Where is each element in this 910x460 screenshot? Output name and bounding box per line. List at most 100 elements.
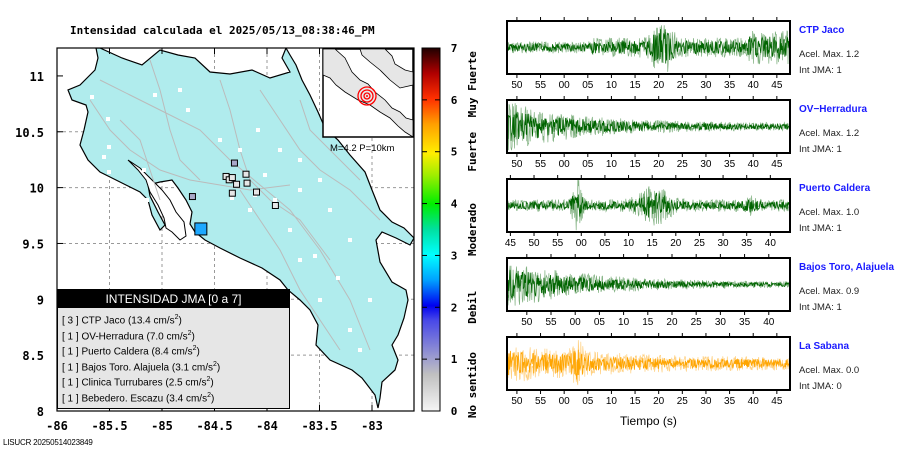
x-tick-label: -83 — [361, 419, 383, 433]
y-tick-label: 10 — [30, 182, 44, 196]
town-dot — [88, 68, 92, 72]
time-tick-label: 45 — [505, 238, 517, 249]
costa-rica-land — [67, 48, 414, 409]
station-max-accel: Acel. Max. 0.0 — [799, 365, 860, 376]
legend-row: [ 1 ] OV-Herradura (7.0 cm/s2) — [62, 329, 195, 342]
station-name[interactable]: CTP Jaco — [799, 25, 845, 36]
time-tick-label: 30 — [700, 80, 712, 91]
colorbar-tick-label: 5 — [451, 146, 458, 159]
y-tick-label: 8.5 — [22, 349, 44, 363]
town-dot — [263, 173, 267, 177]
waveform-panel: 50 55 00 05 10 15 20 25 30 35 40 45 — [506, 17, 791, 91]
station-marker[interactable] — [233, 180, 241, 188]
time-tick-label: 50 — [521, 317, 533, 328]
time-tick-label: 50 — [511, 80, 523, 91]
station-name[interactable]: Bajos Toro, Alajuela — [799, 262, 895, 273]
town-dot — [144, 243, 148, 247]
waveform-trace — [506, 192, 791, 218]
legend-accel: (3.1 cm/s — [171, 361, 214, 373]
town-dot — [256, 128, 260, 132]
waveform-frame — [506, 257, 791, 312]
time-tick-label: 15 — [647, 238, 659, 249]
town-dot — [218, 138, 222, 142]
town-dot — [148, 220, 152, 224]
station-marker[interactable] — [243, 179, 251, 187]
station-jma-intensity: Int JMA: 1 — [799, 144, 842, 155]
station-marker[interactable] — [253, 188, 260, 196]
time-tick-label: 35 — [724, 159, 736, 170]
time-tick-label: 20 — [670, 238, 682, 249]
time-tick-label: 05 — [599, 238, 611, 249]
station-marker[interactable] — [230, 159, 238, 167]
time-tick-label: 50 — [511, 159, 523, 170]
time-tick-label: 25 — [677, 396, 689, 407]
road-network — [89, 59, 381, 351]
time-tick-label: 20 — [666, 317, 678, 328]
legend-accel: (3.4 cm/s — [165, 392, 208, 404]
colorbar-tick-label: 1 — [451, 353, 458, 366]
town-dot — [298, 258, 302, 262]
town-dot — [106, 117, 110, 121]
time-tick-label: 30 — [700, 396, 712, 407]
time-tick-label: 45 — [771, 396, 783, 407]
station-max-accel: Acel. Max. 1.0 — [799, 207, 860, 218]
y-tick-label: 9 — [37, 293, 44, 307]
nicoya-gulf-water — [127, 159, 187, 241]
town-dot — [298, 188, 302, 192]
time-tick-label: 25 — [691, 317, 703, 328]
waveform-trace — [506, 29, 791, 64]
time-tick-label: 10 — [606, 159, 618, 170]
legend-intensity: [ 3 ] — [62, 315, 82, 327]
time-tick-label: 55 — [535, 80, 547, 91]
legend-accel: (2.5 cm/s — [165, 377, 207, 389]
colorbar-category-label: No sentido — [466, 352, 479, 419]
time-tick-label: 00 — [559, 159, 571, 170]
legend-station: OV-Herradura — [81, 330, 147, 342]
time-tick-label: 15 — [629, 159, 641, 170]
town-dot — [348, 238, 352, 242]
colorbar-tick-label: 4 — [451, 198, 458, 211]
town-dot — [348, 328, 352, 332]
waveform-panel: 50 55 00 05 10 15 20 25 30 35 40 45 — [506, 333, 791, 407]
colorbar — [421, 47, 441, 412]
station-name[interactable]: Puerto Caldera — [799, 183, 871, 194]
time-tick-label: 15 — [629, 396, 641, 407]
station-marker[interactable] — [188, 193, 196, 201]
station-name[interactable]: La Sabana — [799, 341, 850, 352]
legend-row: [ 3 ] CTP Jaco (13.4 cm/s2) — [62, 314, 182, 327]
legend-intensity: [ 1 ] — [62, 377, 82, 389]
station-marker[interactable] — [228, 174, 236, 182]
time-tick-label: 20 — [653, 159, 665, 170]
town-dot — [153, 93, 157, 97]
station-jma-intensity: Int JMA: 0 — [799, 381, 842, 392]
legend-intensity: [ 1 ] — [62, 346, 82, 358]
colorbar-category-label: Moderado — [466, 203, 479, 256]
station-marker-ctp-jaco[interactable] — [194, 222, 208, 236]
time-tick-label: 10 — [623, 238, 635, 249]
station-marker[interactable] — [271, 201, 279, 209]
colorbar-tick-label: 2 — [451, 301, 458, 314]
station-name[interactable]: OV−Herradura — [799, 104, 868, 115]
intensity-legend: INTENSIDAD JMA [0 a 7] [ 3 ] CTP Jaco (1… — [57, 289, 290, 409]
colorbar-tick-label: 3 — [451, 249, 458, 262]
town-dot — [368, 298, 372, 302]
time-tick-label: 15 — [642, 317, 654, 328]
station-max-accel: Acel. Max. 1.2 — [799, 128, 860, 139]
town-dot — [145, 198, 149, 202]
page-title: Intensidad calculada el 2025/05/13_08:38… — [70, 24, 375, 37]
station-marker[interactable] — [242, 170, 250, 178]
time-tick-label: 55 — [545, 317, 557, 328]
time-tick-label: 50 — [511, 396, 523, 407]
town-dot — [278, 148, 282, 152]
waveform-trace — [506, 349, 791, 380]
waveform-frame — [506, 336, 791, 391]
town-dot — [107, 145, 111, 149]
time-tick-label: 05 — [582, 80, 594, 91]
waveform-trace — [506, 269, 791, 299]
station-marker[interactable] — [228, 189, 236, 197]
town-dot — [313, 254, 317, 258]
colorbar-category-label: Debil — [466, 291, 479, 324]
time-tick-label: 20 — [653, 396, 665, 407]
time-tick-label: 40 — [763, 317, 775, 328]
legend-station: Clinica Turrubares — [81, 377, 166, 389]
